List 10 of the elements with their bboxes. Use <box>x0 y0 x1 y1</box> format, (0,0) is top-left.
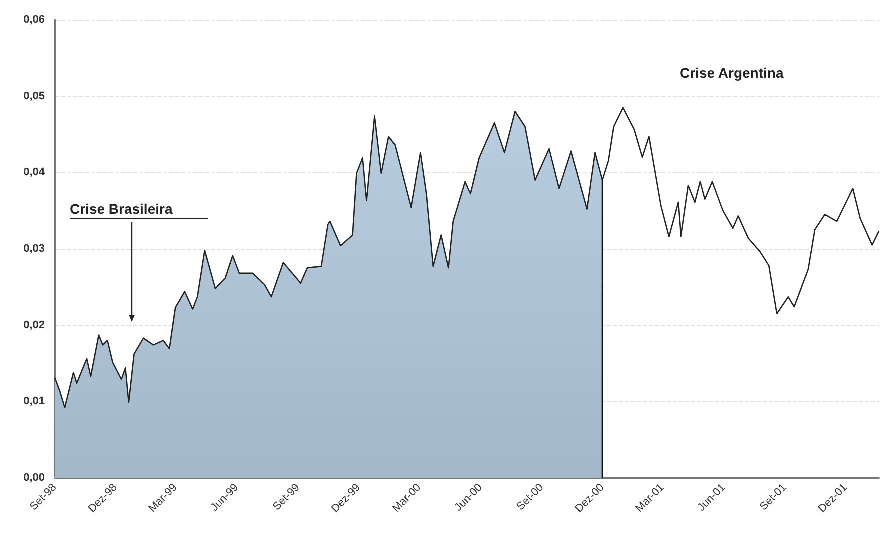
y-tick-label: 0,02 <box>24 319 45 332</box>
line-series <box>54 107 880 408</box>
y-tick-label: 0,03 <box>24 243 45 255</box>
y-tick-label: 0,00 <box>24 472 45 484</box>
y-tick-label: 0,05 <box>24 90 45 102</box>
y-tick-label: 0,06 <box>24 14 45 26</box>
annotation: Crise Argentina <box>680 65 784 81</box>
y-tick-label: 0,04 <box>24 166 46 179</box>
y-tick-label: 0,01 <box>24 396 45 408</box>
annotation: Crise Brasileira <box>70 201 173 217</box>
